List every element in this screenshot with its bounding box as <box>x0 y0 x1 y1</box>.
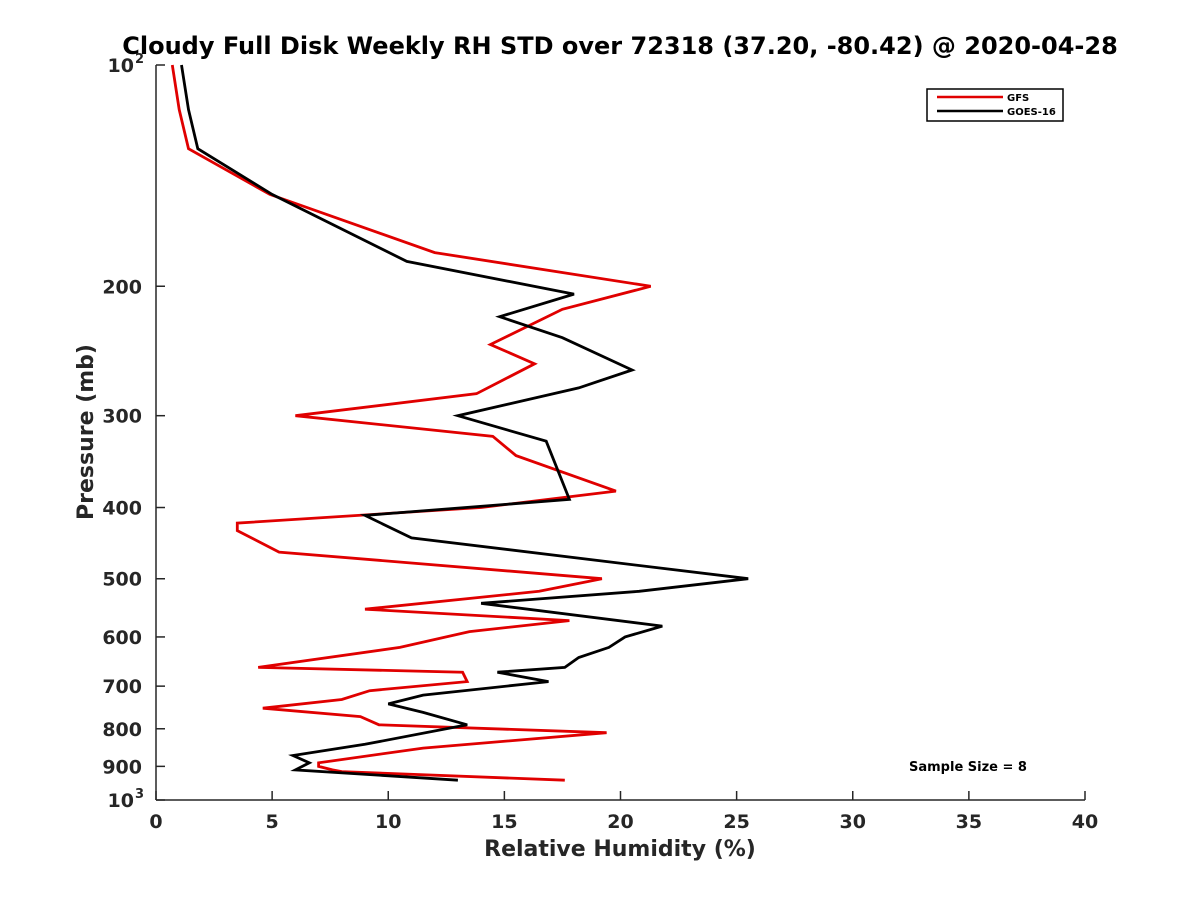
y-tick-exponent: 2 <box>135 52 144 67</box>
x-tick-label: 0 <box>149 811 162 833</box>
x-tick-label: 35 <box>956 811 982 833</box>
series-line-gfs <box>170 64 652 782</box>
y-tick-label: 300 <box>102 406 142 428</box>
y-tick-exponent: 3 <box>135 787 144 802</box>
legend: GFS GOES-16 <box>926 88 1064 122</box>
y-tick-label: 800 <box>102 719 142 741</box>
series-line-goes-16 <box>180 64 749 782</box>
y-tick-label: 10 <box>108 790 134 812</box>
sample-size-annotation: Sample Size = 8 <box>909 760 1027 775</box>
x-tick-label: 30 <box>840 811 866 833</box>
y-axis-label: Pressure (mb) <box>74 344 99 520</box>
plot-area: 0 5 10 15 20 25 30 35 40 10 220030040050060070080… <box>102 52 1098 833</box>
chart-title: Cloudy Full Disk Weekly RH STD over 7231… <box>122 32 1118 60</box>
y-tick-label: 900 <box>102 756 142 778</box>
legend-label-gfs: GFS <box>1007 93 1029 104</box>
series-layer <box>170 64 749 782</box>
x-tick-label: 40 <box>1072 811 1098 833</box>
x-tick-label: 25 <box>723 811 749 833</box>
x-tick-label: 5 <box>266 811 279 833</box>
x-tick-label: 20 <box>607 811 633 833</box>
x-tick-label: 15 <box>491 811 517 833</box>
y-tick-label: 10 <box>108 55 134 77</box>
x-axis-label: Relative Humidity (%) <box>484 837 756 862</box>
y-tick-label: 700 <box>102 676 142 698</box>
y-tick-label: 500 <box>102 569 142 591</box>
x-tick-label: 10 <box>375 811 401 833</box>
legend-label-goes16: GOES-16 <box>1007 107 1056 118</box>
legend-box <box>926 88 1064 122</box>
x-ticks: 0 5 10 15 20 25 30 35 40 <box>149 791 1098 833</box>
y-tick-label: 200 <box>102 276 142 298</box>
y-tick-label: 600 <box>102 627 142 649</box>
y-tick-label: 400 <box>102 498 142 520</box>
